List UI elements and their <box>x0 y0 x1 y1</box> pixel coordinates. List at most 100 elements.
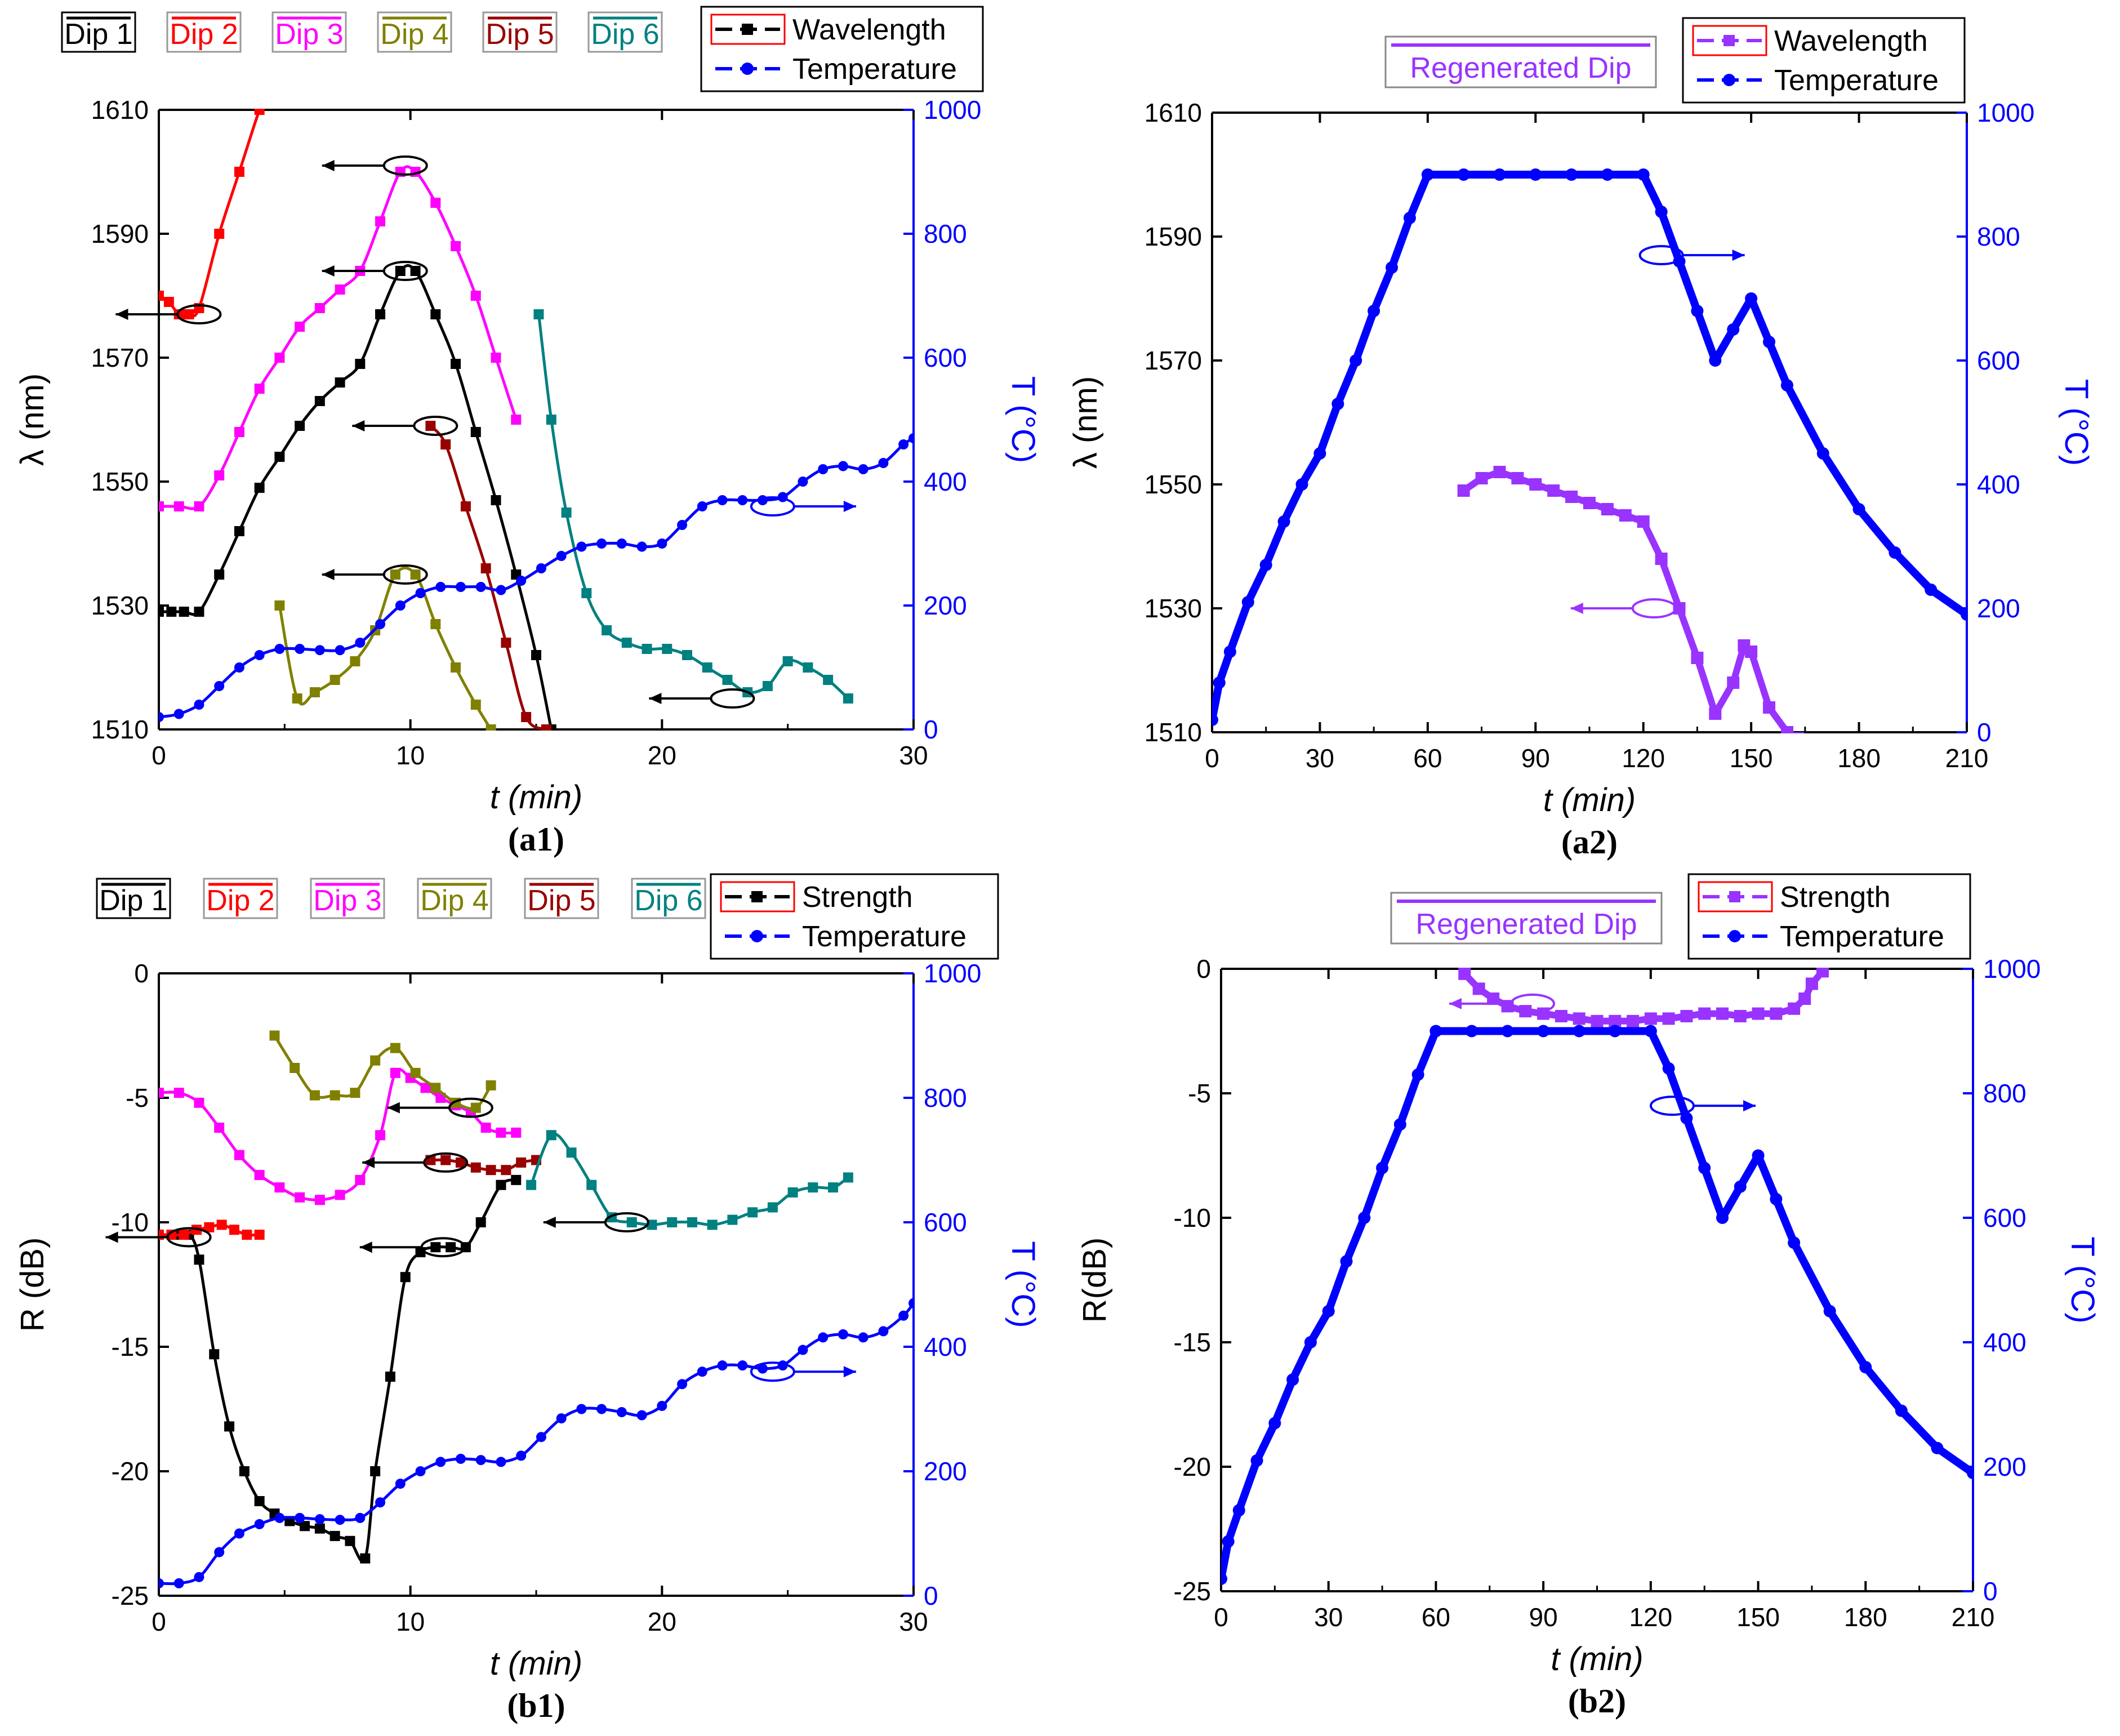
temperature-point <box>878 1326 889 1337</box>
x-tick-label: 30 <box>899 741 928 770</box>
data-point <box>496 1179 506 1190</box>
data-point <box>410 569 421 580</box>
data-point <box>345 1535 355 1546</box>
data-point <box>430 1242 441 1253</box>
x-tick-label: 10 <box>396 1607 425 1636</box>
y2-axis-label: T (°C) <box>2058 379 2095 466</box>
data-point <box>216 1219 227 1230</box>
data-point <box>390 569 400 580</box>
x-tick-label: 0 <box>1205 744 1219 773</box>
y-tick-label: 1610 <box>1144 98 1202 127</box>
data-point <box>1716 1007 1729 1020</box>
data-point <box>647 1219 657 1230</box>
data-point <box>727 1214 738 1225</box>
data-point <box>295 322 305 332</box>
legend-dip-label: Dip 1 <box>64 18 132 51</box>
temperature-point <box>1573 1025 1585 1038</box>
data-point <box>214 229 225 239</box>
y-tick-label: 1550 <box>91 467 149 496</box>
legend-series: Strength Temperature <box>1687 873 1971 960</box>
data-point <box>626 1217 637 1227</box>
annotation-arrow-head <box>1449 998 1462 1009</box>
temperature-point <box>234 662 244 673</box>
temperature-point <box>1393 1118 1406 1131</box>
x-tick-label: 10 <box>396 741 425 770</box>
temperature-point <box>375 619 386 629</box>
temperature-point <box>758 1363 768 1374</box>
data-point <box>1798 992 1811 1005</box>
series-line-regenerated-dip <box>1460 469 1796 733</box>
y2-tick-label: 400 <box>924 1332 967 1361</box>
data-point <box>581 588 592 598</box>
data-point <box>184 309 194 319</box>
data-point <box>526 1179 537 1190</box>
x-tick-label: 210 <box>1952 1603 1995 1632</box>
annotation-arrow-head <box>843 501 856 512</box>
x-tick-label: 90 <box>1529 1603 1558 1632</box>
data-point <box>385 1372 395 1382</box>
legend-series-marker-2 <box>751 930 763 942</box>
y2-tick-label: 1000 <box>1977 98 2034 127</box>
panel-label: (b2) <box>1568 1682 1626 1720</box>
data-point <box>782 656 793 666</box>
y2-axis-label: T (°C) <box>1005 1241 1041 1328</box>
x-tick-label: 120 <box>1629 1603 1672 1632</box>
data-point <box>300 1521 310 1532</box>
temperature-point <box>516 1450 527 1461</box>
legend-series-label-2: Temperature <box>1774 64 1939 97</box>
annotation-arrow-head <box>322 160 335 171</box>
data-point <box>1644 1012 1657 1025</box>
temperature-point <box>1823 1305 1836 1317</box>
y-tick-label: -25 <box>1174 1577 1211 1606</box>
y2-tick-label: 800 <box>924 1083 967 1112</box>
data-point <box>355 359 366 369</box>
data-point <box>1619 509 1632 522</box>
series-line-dip-3 <box>159 165 518 510</box>
data-point <box>242 1230 252 1240</box>
legend-dip-label: Dip 2 <box>206 884 274 917</box>
temperature-point <box>254 650 265 660</box>
temperature-point <box>636 541 647 552</box>
x-tick-label: 20 <box>648 1607 676 1636</box>
data-point <box>511 1174 522 1185</box>
data-point <box>309 687 320 697</box>
temperature-point <box>274 1512 285 1523</box>
temperature-point <box>878 458 889 468</box>
legend-dip-6: Dip 6 <box>631 878 706 919</box>
x-tick-label: 0 <box>152 741 166 770</box>
data-point <box>295 1192 305 1203</box>
data-point <box>470 1162 481 1173</box>
temperature-point <box>1221 1572 1227 1585</box>
temperature-point <box>274 644 285 654</box>
data-point <box>1457 484 1470 497</box>
data-point <box>1511 472 1524 484</box>
legend-series-marker-1 <box>742 24 753 35</box>
y2-axis-label: T (°C) <box>2064 1236 2101 1323</box>
temperature-point <box>737 1360 748 1371</box>
temperature-point <box>636 1410 647 1421</box>
y-axis-label: R (dB) <box>14 1238 51 1332</box>
temperature-point <box>1331 398 1344 410</box>
temperature-point <box>335 645 345 656</box>
legend-series-label-1: Wavelength <box>1774 25 1928 57</box>
data-point <box>501 1165 511 1176</box>
temperature-point <box>475 582 486 592</box>
temperature-point <box>1709 354 1722 367</box>
data-point <box>163 297 174 307</box>
legend-dip-1: Dip 1 <box>96 878 171 919</box>
data-point <box>274 452 285 462</box>
temperature-point <box>1734 1180 1747 1193</box>
data-point <box>586 1179 597 1190</box>
temperature-point <box>908 433 914 443</box>
data-point <box>602 625 612 635</box>
data-point <box>767 1202 778 1213</box>
legend-series-highlight <box>710 14 786 45</box>
data-point <box>451 241 461 251</box>
annotation-arrow-head <box>843 1366 856 1378</box>
data-point <box>194 1097 204 1108</box>
data-point <box>1637 515 1650 528</box>
temperature-point <box>1259 559 1272 571</box>
temperature-point <box>456 1453 466 1464</box>
temperature-point <box>1268 1417 1281 1430</box>
data-point <box>440 439 451 449</box>
